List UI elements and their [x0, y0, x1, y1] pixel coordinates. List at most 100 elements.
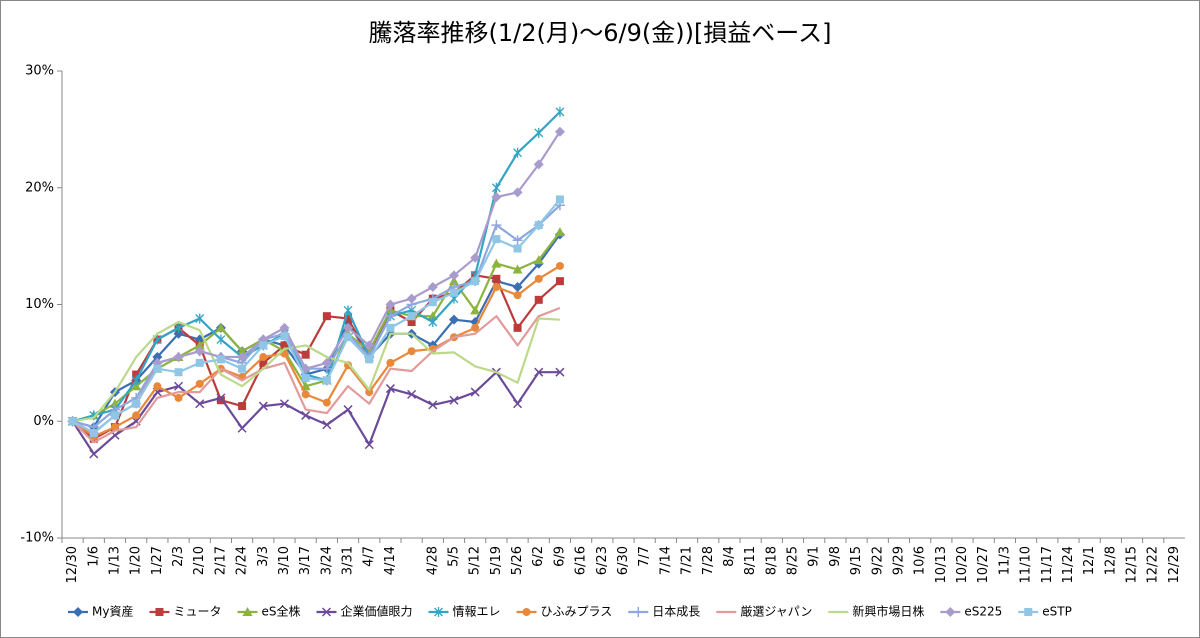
- marker: [321, 357, 332, 368]
- marker: [216, 396, 225, 405]
- legend-marker: [1024, 608, 1033, 616]
- x-tick-label: 4/28: [425, 546, 440, 575]
- marker: [258, 401, 268, 411]
- marker: [364, 440, 374, 450]
- x-tick-label: 10/6: [913, 546, 928, 575]
- x-tick-label: 6/23: [595, 546, 610, 575]
- marker: [513, 323, 522, 332]
- y-tick-label: 0%: [33, 414, 54, 429]
- legend-marker: [633, 607, 644, 617]
- marker: [364, 340, 375, 351]
- marker: [533, 255, 544, 265]
- marker: [512, 264, 523, 274]
- legend-marker: [434, 607, 443, 617]
- marker: [513, 244, 522, 253]
- marker: [534, 127, 544, 138]
- legend-label: eSTP: [1042, 605, 1072, 619]
- marker: [174, 368, 183, 377]
- series-line: [72, 198, 561, 434]
- marker: [301, 350, 310, 359]
- marker: [279, 399, 290, 409]
- marker: [554, 126, 565, 137]
- legend-label: eS225: [964, 605, 1002, 619]
- marker: [513, 291, 522, 300]
- x-tick-label: 3/10: [277, 546, 292, 575]
- marker: [259, 341, 268, 350]
- marker: [301, 410, 311, 420]
- x-tick-label: 12/22: [1146, 546, 1161, 583]
- legend-label: 日本成長: [652, 605, 700, 619]
- marker: [512, 235, 523, 246]
- marker: [110, 423, 119, 432]
- marker: [492, 274, 501, 283]
- x-tick-label: 4/7: [362, 546, 377, 567]
- legend-label: My資産: [92, 604, 133, 619]
- marker: [407, 312, 416, 321]
- x-tick-label: 6/2: [531, 546, 546, 567]
- marker: [407, 347, 416, 356]
- marker: [471, 323, 480, 332]
- marker: [237, 352, 248, 363]
- marker: [554, 227, 565, 237]
- x-tick-label: 3/17: [298, 546, 313, 575]
- marker: [174, 381, 184, 391]
- marker: [491, 258, 502, 268]
- series-line: [72, 233, 561, 429]
- marker: [280, 332, 289, 341]
- marker: [428, 317, 438, 328]
- marker: [448, 270, 459, 281]
- marker: [301, 390, 310, 399]
- marker: [132, 370, 141, 379]
- marker: [68, 417, 77, 426]
- marker: [110, 411, 119, 420]
- x-tick-label: 2/3: [171, 546, 186, 567]
- legend-marker: [945, 607, 956, 617]
- x-tick-label: 6/16: [574, 546, 589, 575]
- marker: [407, 318, 416, 327]
- marker: [448, 314, 459, 325]
- marker: [216, 393, 226, 403]
- marker: [513, 399, 523, 409]
- marker: [365, 388, 374, 397]
- series-line: [71, 306, 561, 444]
- marker: [343, 322, 354, 333]
- marker: [132, 399, 141, 408]
- marker: [555, 261, 564, 270]
- marker: [195, 379, 204, 388]
- marker: [216, 334, 226, 345]
- x-tick-label: 8/11: [743, 546, 758, 575]
- x-tick-label: 1/20: [129, 546, 144, 575]
- marker: [195, 399, 205, 409]
- x-tick-label: 2/24: [235, 546, 250, 575]
- legend-label: 新興市場日株: [852, 604, 924, 619]
- marker: [470, 387, 480, 397]
- x-tick-label: 11/24: [1061, 546, 1076, 583]
- marker: [343, 305, 353, 316]
- marker: [428, 400, 438, 410]
- marker: [491, 220, 502, 231]
- marker: [279, 322, 290, 333]
- marker: [152, 352, 163, 363]
- marker: [89, 428, 98, 437]
- marker: [174, 322, 183, 333]
- marker: [301, 374, 310, 383]
- marker: [492, 235, 501, 244]
- legend-label: 情報エレ: [453, 605, 501, 619]
- marker: [259, 358, 268, 367]
- x-tick-label: 7/7: [637, 546, 652, 567]
- legend-label: 厳選ジャパン: [740, 605, 812, 619]
- x-tick-label: 6/30: [616, 546, 631, 575]
- marker: [512, 187, 523, 198]
- x-tick-label: 7/21: [680, 546, 695, 575]
- x-tick-label: 7/14: [658, 546, 673, 575]
- legend-label: 企業価値眼力: [341, 604, 413, 619]
- x-tick-label: 3/3: [256, 546, 271, 567]
- marker: [343, 405, 353, 415]
- marker: [534, 274, 543, 283]
- marker: [237, 346, 248, 356]
- marker: [174, 393, 183, 402]
- x-tick-label: 12/8: [1103, 546, 1118, 575]
- marker: [470, 252, 481, 263]
- x-tick-label: 3/24: [319, 546, 334, 575]
